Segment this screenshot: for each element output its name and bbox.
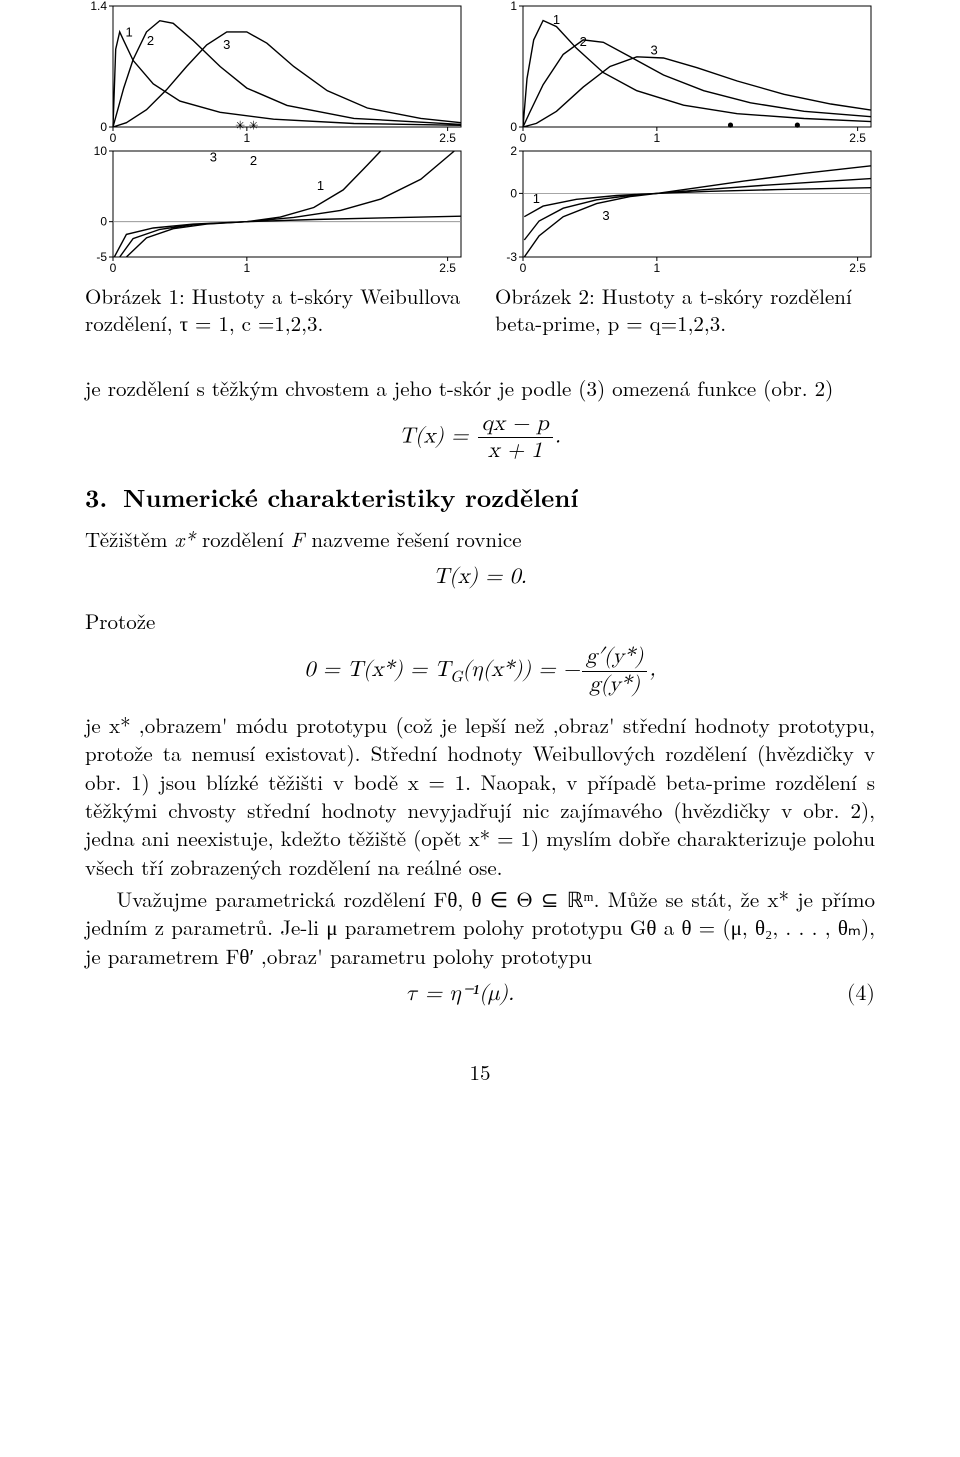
section-heading: 3.Numerické charakteristiky rozdělení [85, 481, 875, 515]
equation-tau: τ = η⁻¹(μ). (4) [85, 980, 875, 1010]
svg-text:1: 1 [654, 261, 661, 275]
svg-text:✳: ✳ [249, 116, 259, 133]
svg-text:3: 3 [210, 150, 217, 165]
svg-text:●: ● [794, 116, 801, 133]
svg-text:2.5: 2.5 [439, 131, 456, 145]
svg-text:1: 1 [553, 12, 560, 27]
svg-text:3: 3 [651, 42, 658, 57]
svg-text:3: 3 [602, 208, 609, 223]
svg-text:0: 0 [100, 215, 107, 229]
equation-mode: 0 = T(x*) = TG(η(x*)) = −g′(y*)g(y*), [85, 645, 875, 696]
eq3-tail: , [649, 659, 655, 681]
svg-text:0: 0 [110, 131, 117, 145]
svg-text:2.5: 2.5 [439, 261, 456, 275]
section-number: 3. [85, 481, 123, 515]
eq1-num: qx − p [478, 412, 553, 438]
eq4-body: τ = η⁻¹(μ). [85, 980, 835, 1010]
svg-text:0: 0 [100, 120, 107, 134]
svg-text:1: 1 [244, 261, 251, 275]
para-intro: je rozdělení s těžkým chvostem a jeho t-… [85, 374, 875, 402]
svg-text:1.4: 1.4 [90, 0, 107, 13]
svg-text:2: 2 [580, 34, 587, 49]
svg-text:0: 0 [510, 186, 517, 200]
svg-text:1: 1 [125, 24, 132, 39]
svg-text:✳: ✳ [235, 116, 245, 133]
svg-text:3: 3 [223, 37, 230, 52]
caption-row: Obrázek 1: Hustoty a t-skóry Weibullova … [85, 283, 875, 338]
figure-row-densities: 012.501.4123✳✳ 012.501123●● [85, 0, 875, 145]
svg-text:1: 1 [533, 191, 540, 206]
svg-text:2.5: 2.5 [849, 131, 866, 145]
para-protoze: Protože [85, 607, 875, 635]
svg-text:0: 0 [510, 120, 517, 134]
svg-text:2: 2 [147, 33, 154, 48]
svg-text:1: 1 [654, 131, 661, 145]
chart-bottom-left: 012.5-5010321 [85, 145, 465, 275]
svg-text:10: 10 [94, 145, 108, 158]
para-main: je x* ‚obrazem' módu prototypu (což je l… [85, 711, 875, 881]
svg-text:0: 0 [520, 261, 527, 275]
section-title: Numerické charakteristiky rozdělení [123, 480, 578, 515]
chart-top-left: 012.501.4123✳✳ [85, 0, 465, 145]
equation-tx0: T(x) = 0. [85, 563, 875, 593]
chart-bottom-right: 012.5-30213 [495, 145, 875, 275]
figure-row-tscores: 012.5-5010321 012.5-30213 [85, 145, 875, 275]
para-parametric: Uvažujme parametrická rozdělení Fθ, θ ∈ … [85, 885, 875, 970]
svg-text:2: 2 [250, 153, 257, 168]
eq4-number: (4) [835, 980, 875, 1010]
eq3-den: g(y*) [582, 672, 648, 697]
svg-text:0: 0 [520, 131, 527, 145]
para-teziste: Těžištěm x* rozdělení F nazveme řešení r… [85, 525, 875, 553]
page-number: 15 [85, 1058, 875, 1086]
svg-text:2: 2 [510, 145, 517, 158]
svg-text:0: 0 [110, 261, 117, 275]
svg-text:1: 1 [317, 178, 324, 193]
svg-text:-3: -3 [506, 250, 517, 264]
eq3-num: g′(y*) [582, 645, 648, 671]
eq1-den: x + 1 [478, 438, 553, 463]
svg-text:●: ● [727, 116, 734, 133]
chart-top-right: 0 1 2.5 0 1 1 2 3 ● ● [495, 0, 875, 145]
caption-left: Obrázek 1: Hustoty a t-skóry Weibullova … [85, 283, 465, 338]
svg-text:1: 1 [510, 0, 517, 13]
svg-text:-5: -5 [96, 250, 107, 264]
svg-text:2.5: 2.5 [849, 261, 866, 275]
equation-tx: T(x) = qx − px + 1. [85, 412, 875, 463]
caption-right: Obrázek 2: Hustoty a t-skóry rozdělení b… [495, 283, 875, 338]
eq1-lhs: T(x) = [399, 425, 475, 447]
eq1-tail: . [555, 425, 561, 447]
